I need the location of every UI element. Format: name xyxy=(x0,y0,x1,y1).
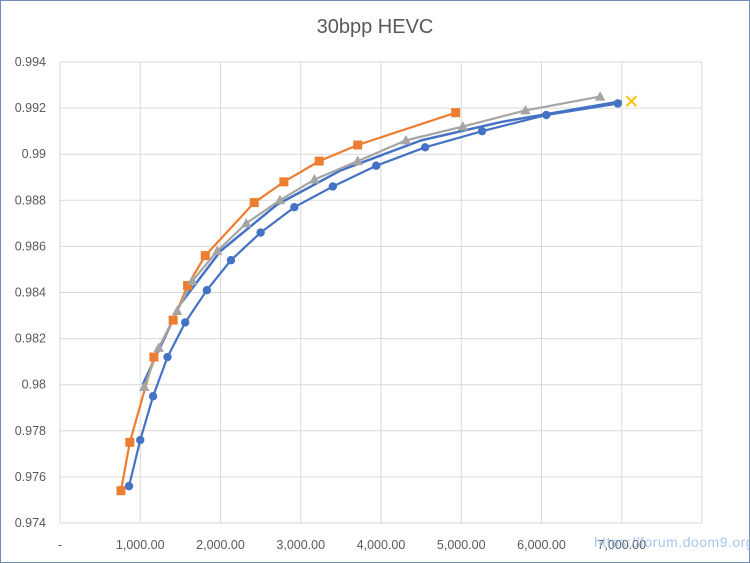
x-tick-label: 4,000.00 xyxy=(357,538,406,552)
y-tick-label: 0.992 xyxy=(15,101,46,115)
data-point xyxy=(226,256,236,265)
data-point xyxy=(180,318,190,327)
data-point xyxy=(183,281,193,291)
data-point xyxy=(594,91,606,101)
y-tick-label: 0.994 xyxy=(15,55,46,69)
data-point xyxy=(520,104,531,115)
data-point xyxy=(200,251,210,261)
chart-title: 30bpp HEVC xyxy=(316,16,434,38)
y-tick-label: 0.98 xyxy=(22,378,46,392)
data-point xyxy=(613,99,622,108)
data-point xyxy=(314,156,324,166)
data-point xyxy=(279,177,289,187)
y-tick-label: 0.988 xyxy=(15,193,46,207)
x-tick-label: 3,000.00 xyxy=(276,538,325,552)
data-point xyxy=(116,486,126,496)
watermark-text: https://forum.doom9.org xyxy=(594,534,750,550)
data-point xyxy=(371,161,381,170)
x-tick-label: 2,000.00 xyxy=(196,538,245,552)
x-tick-label: 1,000.00 xyxy=(116,538,165,552)
data-point xyxy=(124,481,134,491)
data-point xyxy=(625,95,638,107)
series-line xyxy=(127,102,618,487)
data-point xyxy=(274,194,286,205)
data-point xyxy=(451,108,461,118)
data-point xyxy=(290,203,299,212)
data-point xyxy=(163,352,172,362)
data-point xyxy=(136,435,145,445)
y-tick-label: 0.99 xyxy=(22,147,46,161)
y-tick-label: 0.978 xyxy=(15,424,46,438)
series-line xyxy=(119,111,456,491)
data-point xyxy=(171,305,183,315)
y-tick-label: 0.986 xyxy=(15,239,46,253)
data-point xyxy=(309,174,320,184)
data-point xyxy=(125,437,135,447)
data-point xyxy=(457,121,469,131)
x-tick-label: 5,000.00 xyxy=(437,538,486,552)
data-point xyxy=(153,342,164,352)
trendline xyxy=(141,99,622,386)
data-point xyxy=(353,140,363,150)
x-tick-label: 6,000.00 xyxy=(517,538,566,552)
data-point xyxy=(168,315,178,325)
data-point xyxy=(240,217,252,228)
data-point xyxy=(477,126,487,136)
data-point xyxy=(202,285,212,295)
y-tick-label: 0.982 xyxy=(15,332,46,346)
data-point xyxy=(187,275,198,285)
data-point xyxy=(212,245,223,256)
data-point xyxy=(148,392,158,401)
data-point xyxy=(249,198,259,208)
x-tick-label: - xyxy=(58,538,62,552)
data-point xyxy=(139,381,150,392)
data-point xyxy=(328,182,338,191)
y-tick-label: 0.976 xyxy=(15,470,46,484)
y-tick-label: 0.974 xyxy=(15,516,46,530)
data-point xyxy=(256,228,265,237)
data-point xyxy=(352,155,363,166)
x-tick-label: 7,000.00 xyxy=(597,538,646,552)
data-point xyxy=(149,352,159,362)
data-point xyxy=(400,134,412,145)
data-point xyxy=(420,143,430,152)
data-point xyxy=(542,110,551,120)
y-tick-label: 0.984 xyxy=(15,286,46,300)
